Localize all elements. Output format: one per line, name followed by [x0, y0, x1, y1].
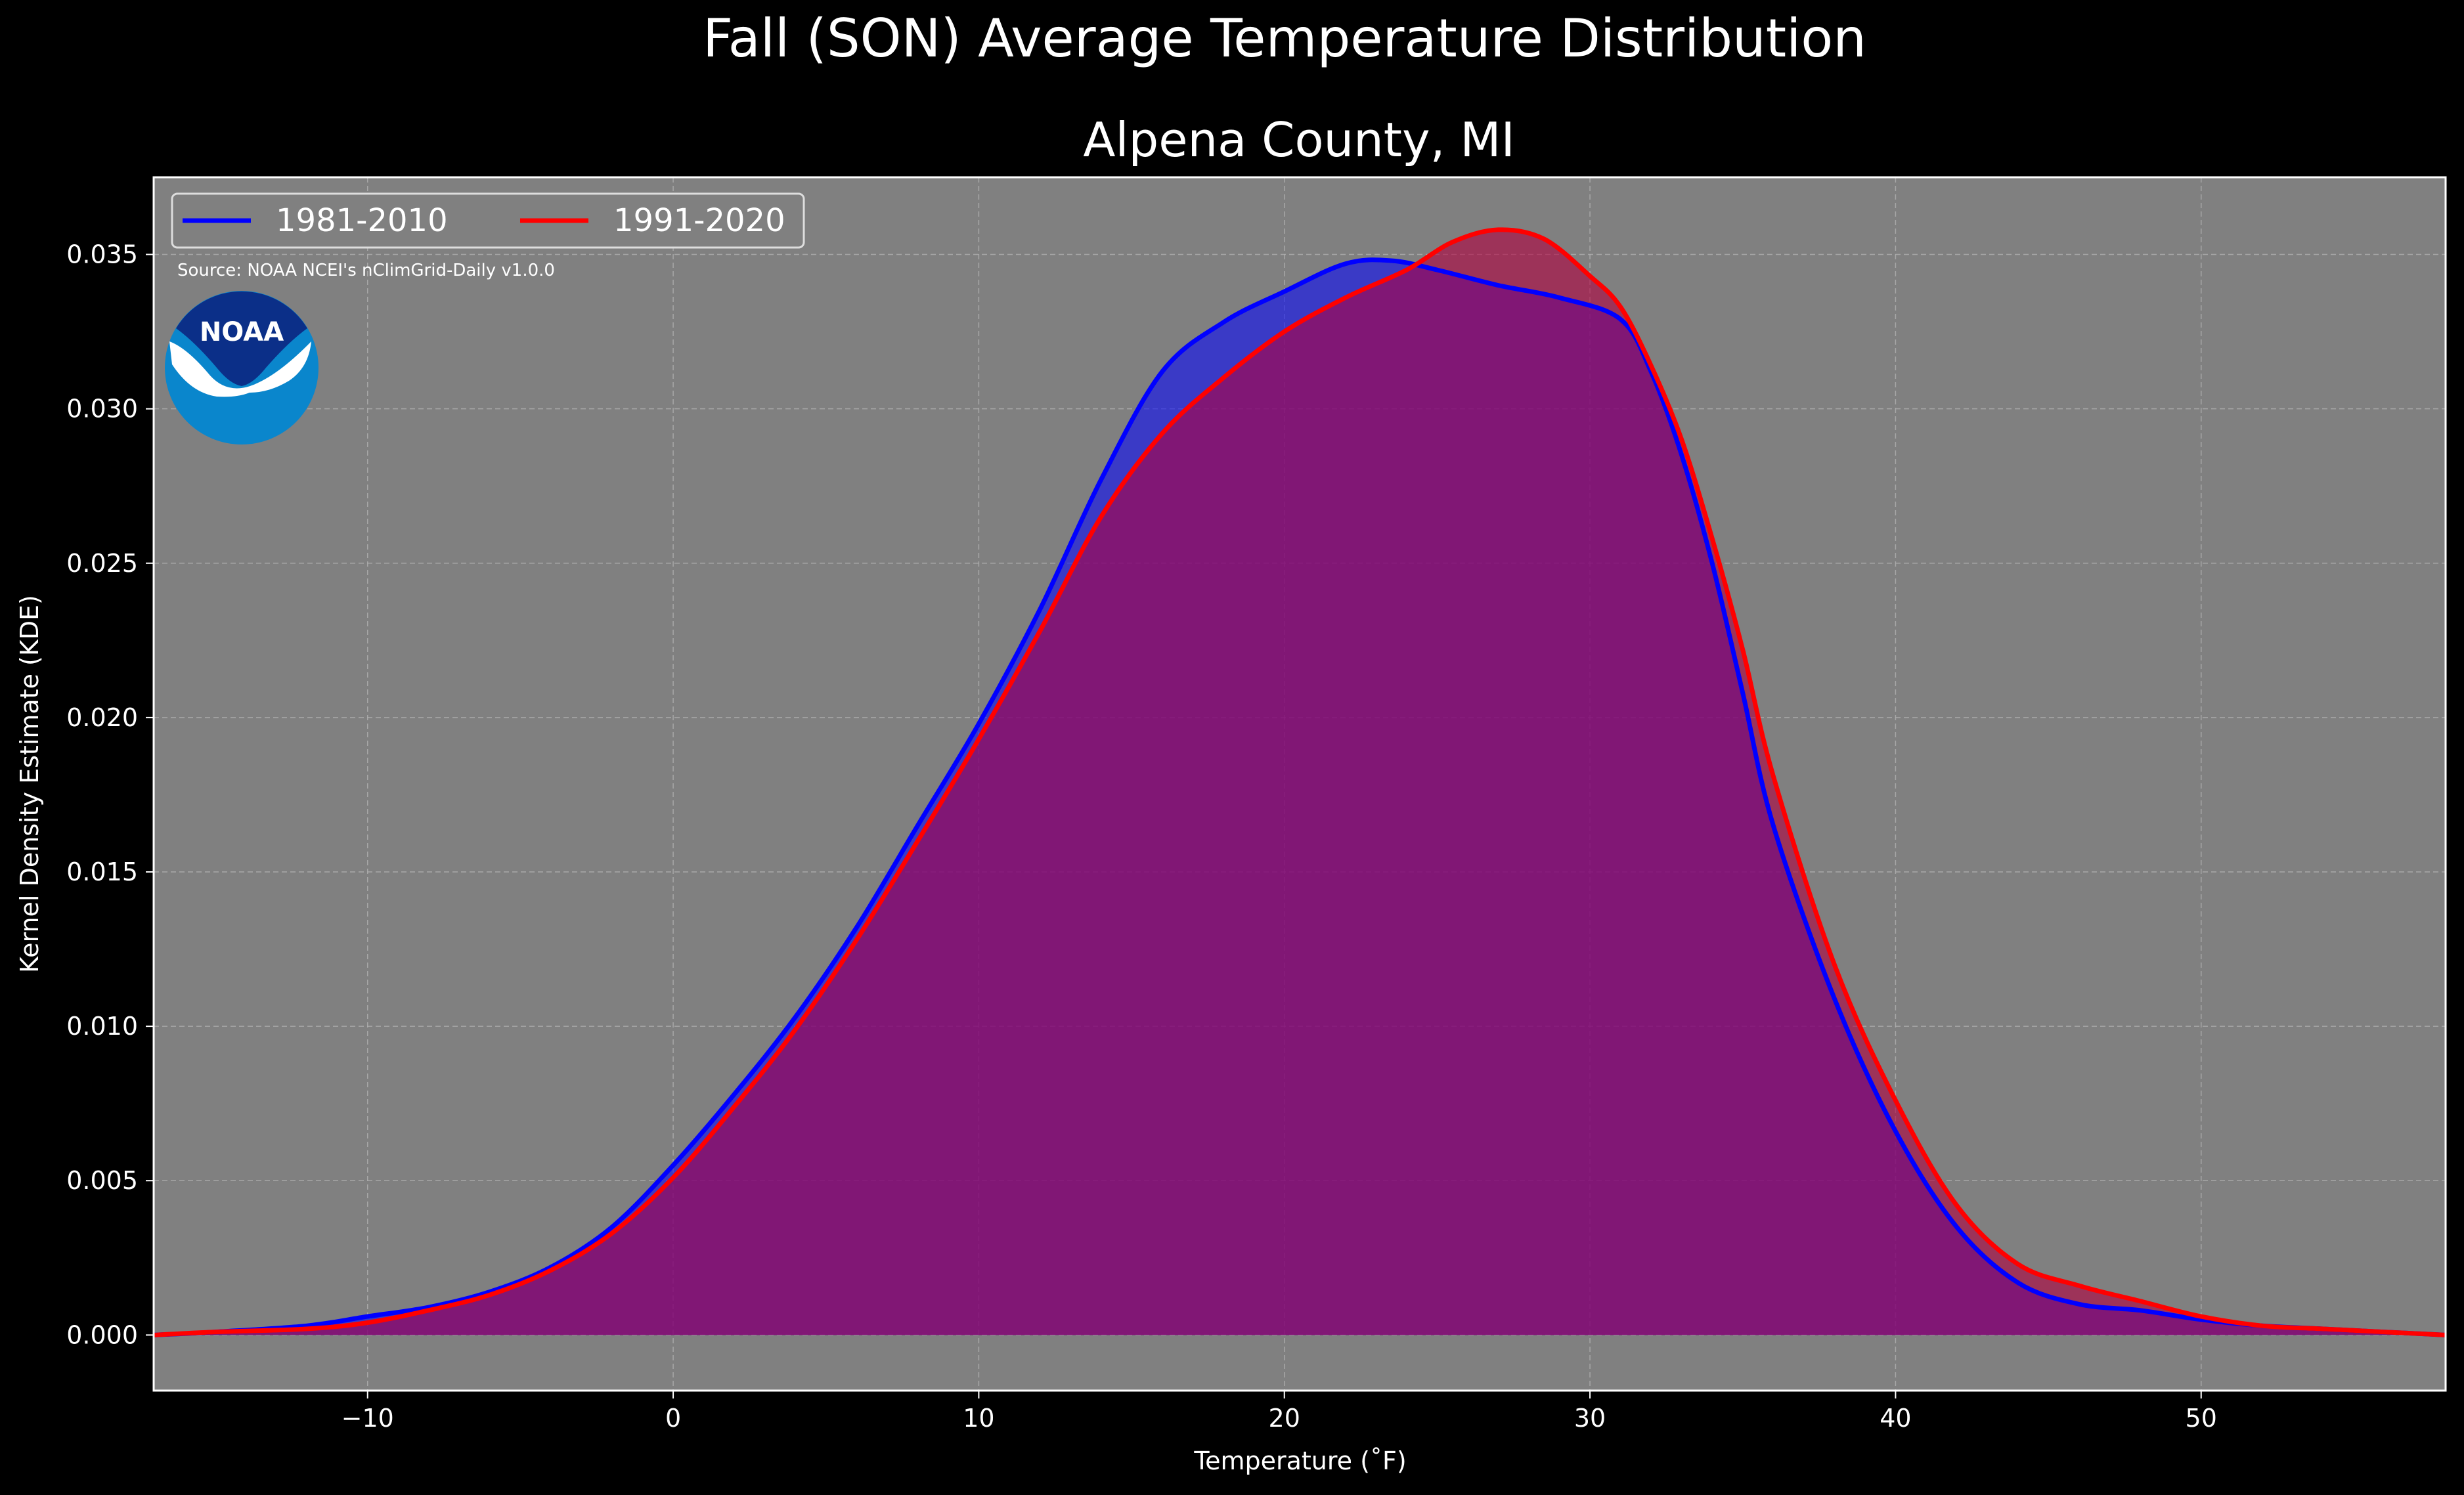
y-tick-label: 0.010	[66, 1012, 138, 1041]
y-tick-label: 0.015	[66, 857, 138, 886]
y-tick-label: 0.020	[66, 703, 138, 732]
y-tick-label: 0.035	[66, 240, 138, 269]
noaa-logo-top-arc	[176, 291, 307, 386]
chart-subtitle: Alpena County, MI	[1083, 112, 1514, 167]
x-tick-label: 0	[665, 1404, 681, 1433]
x-tick-label: 10	[963, 1404, 994, 1433]
legend: 1981-2010 1991-2020	[171, 192, 805, 249]
noaa-logo-text: NOAA	[200, 317, 284, 347]
kde-line-1981-2010	[153, 257, 2446, 1337]
legend-label-1991-2020: 1991-2020	[613, 202, 785, 239]
y-tick-label: 0.025	[66, 549, 138, 578]
x-tick-label: 50	[2186, 1404, 2217, 1433]
x-axis-ticks: −10 0 10 20 30 40 50	[341, 1391, 2217, 1433]
x-axis-label: Temperature (˚F)	[1193, 1446, 1406, 1475]
kde-line-1991-2020	[153, 227, 2446, 1337]
y-tick-label: 0.000	[66, 1320, 138, 1349]
plot-frame	[152, 176, 2447, 1392]
noaa-logo-bird-icon	[169, 341, 311, 397]
y-axis-label: Kernel Density Estimate (KDE)	[15, 595, 44, 973]
y-axis-ticks: 0.000 0.005 0.010 0.015 0.020 0.025 0.030 0.035	[66, 240, 154, 1349]
source-note: Source: NOAA NCEI's nClimGrid-Daily v1.0…	[177, 261, 555, 280]
legend-box	[171, 192, 805, 249]
x-tick-label: 30	[1574, 1404, 1606, 1433]
chart-title: Fall (SON) Average Temperature Distribut…	[703, 8, 1866, 69]
series-lines	[153, 227, 2446, 1337]
y-tick-label: 0.005	[66, 1166, 138, 1195]
noaa-logo: NOAA	[165, 291, 319, 444]
x-tick-label: 20	[1269, 1404, 1300, 1433]
legend-label-1981-2010: 1981-2010	[276, 202, 448, 239]
x-tick-label: 40	[1880, 1404, 1911, 1433]
x-tick-label: −10	[341, 1404, 394, 1433]
y-tick-label: 0.030	[66, 395, 138, 423]
